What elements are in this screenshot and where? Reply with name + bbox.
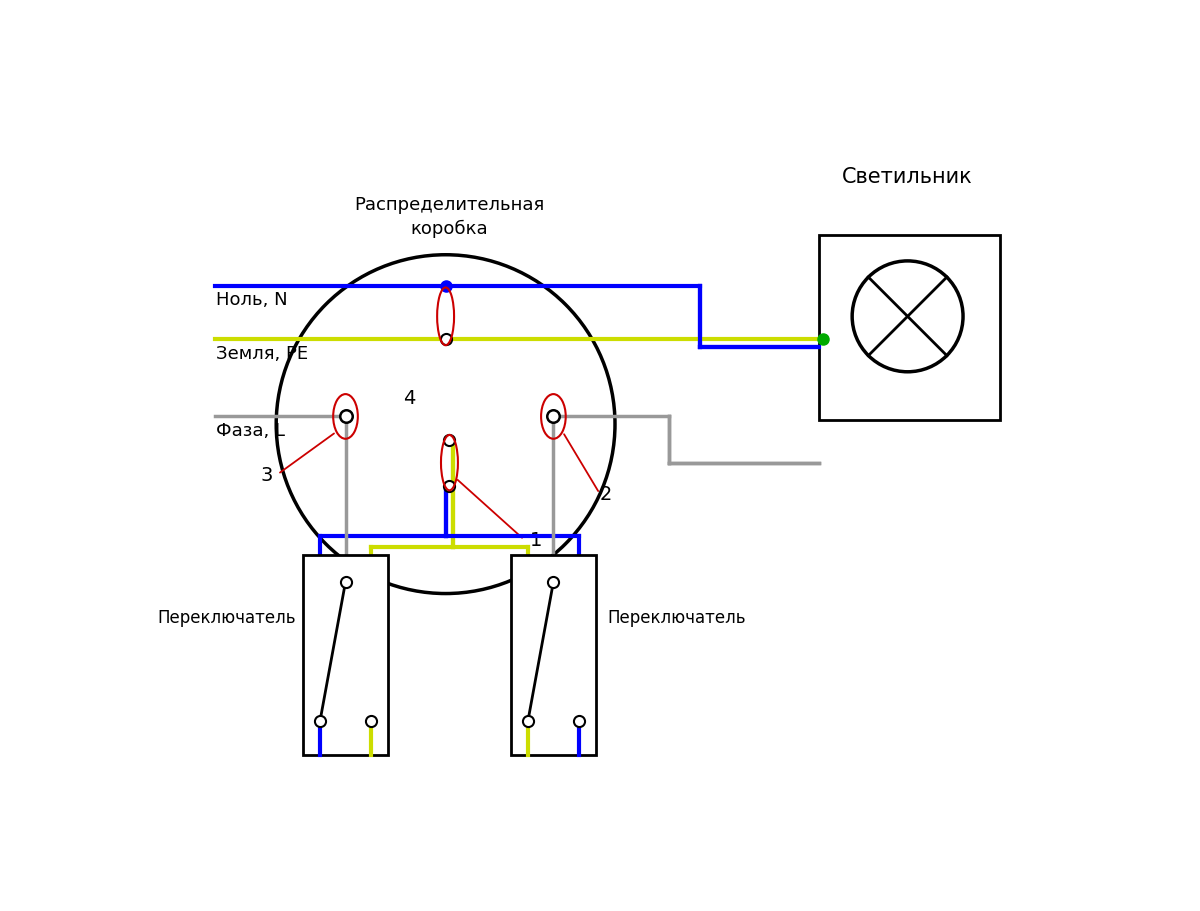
Bar	[820, 236, 1000, 421]
Bar	[304, 556, 388, 755]
Text: 1: 1	[530, 530, 542, 549]
Text: Светильник: Светильник	[842, 167, 973, 187]
Text: Земля, PE: Земля, PE	[216, 345, 308, 363]
Text: 3: 3	[260, 466, 274, 484]
Text: Распределительная
коробка: Распределительная коробка	[354, 196, 545, 238]
Text: Переключатель: Переключатель	[157, 608, 295, 626]
Text: Фаза, L: Фаза, L	[216, 422, 286, 440]
Text: 4: 4	[403, 388, 415, 407]
Text: 2: 2	[600, 485, 612, 504]
Text: Ноль, N: Ноль, N	[216, 292, 288, 309]
Bar	[511, 556, 595, 755]
Text: Переключатель: Переключатель	[607, 608, 746, 626]
